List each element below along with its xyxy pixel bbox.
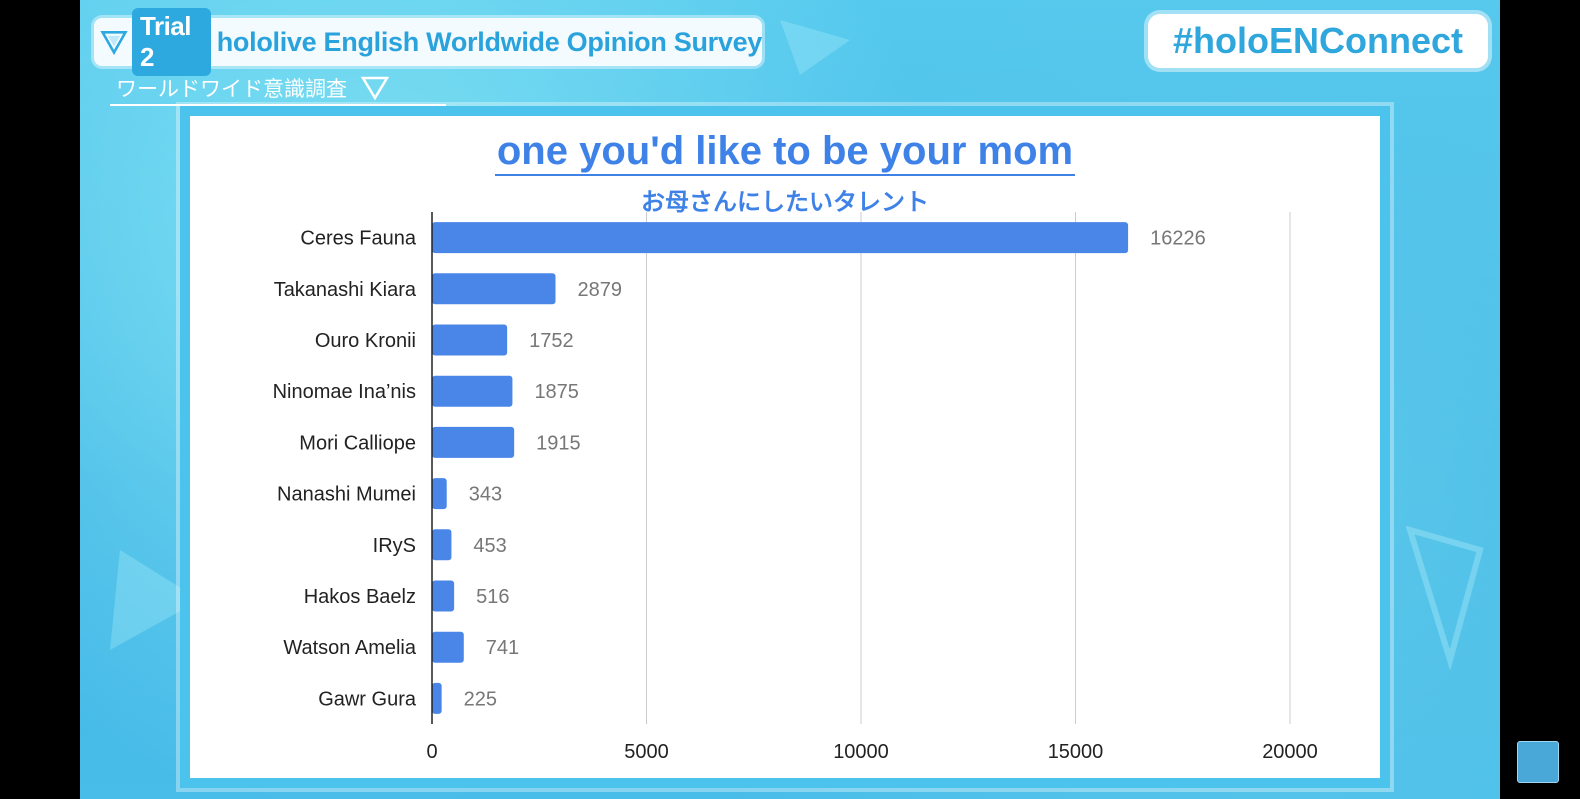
hashtag-badge: #holoENConnect <box>1148 14 1488 68</box>
data-label: 741 <box>486 637 519 659</box>
x-tick-label: 0 <box>426 741 437 763</box>
data-label: 2879 <box>578 279 623 301</box>
survey-subtitle-bar: ワールドワイド意識調査 <box>110 72 446 106</box>
chart-subtitle: お母さんにしたいタレント <box>641 189 929 216</box>
category-label: Gawr Gura <box>318 688 417 710</box>
bar <box>432 580 455 612</box>
decorative-triangle-left <box>110 550 200 650</box>
survey-title: hololive English Worldwide Opinion Surve… <box>216 26 763 57</box>
chart-title: one you'd like to be your mom <box>494 130 1076 176</box>
bar <box>432 273 556 305</box>
slide-background: Trial 2 hololive English Worldwide Opini… <box>80 0 1500 799</box>
bar <box>432 478 447 510</box>
decorative-triangle-right <box>1405 525 1484 670</box>
decorative-triangle-top <box>780 20 850 75</box>
channel-watermark-icon <box>1517 741 1559 783</box>
data-label: 1875 <box>534 381 579 403</box>
category-label: Nanashi Mumei <box>277 484 416 506</box>
x-tick-label: 20000 <box>1262 741 1318 763</box>
bar <box>432 426 515 458</box>
chart-card: one you'd like to be your mom お母さんにしたいタレ… <box>190 116 1380 778</box>
category-label: Ouro Kronii <box>315 330 416 352</box>
category-label: Takanashi Kiara <box>274 279 417 301</box>
data-label: 343 <box>469 484 502 506</box>
triangle-outline-icon <box>361 76 389 101</box>
data-label: 1752 <box>529 330 574 352</box>
category-label: Mori Calliope <box>299 432 416 454</box>
data-label: 225 <box>464 688 497 710</box>
triangle-logo-icon <box>100 31 128 56</box>
x-tick-label: 10000 <box>833 741 889 763</box>
bar-chart: 0 5000 10000 15000 20000 Ceres Fauna 16226 Taka… <box>273 212 1318 763</box>
data-label: 16226 <box>1150 228 1206 250</box>
category-label: Hakos Baelz <box>304 586 416 608</box>
data-label: 1915 <box>536 432 581 454</box>
category-label: Watson Amelia <box>283 637 417 659</box>
category-label: Ninomae Ina’nis <box>273 381 416 403</box>
data-label: 516 <box>476 586 509 608</box>
category-label: IRyS <box>373 535 416 557</box>
bar <box>432 222 1129 254</box>
bar <box>432 375 513 407</box>
survey-header: Trial 2 hololive English Worldwide Opini… <box>94 8 763 76</box>
bar <box>432 529 452 561</box>
survey-subtitle: ワールドワイド意識調査 <box>116 78 347 101</box>
category-label: Ceres Fauna <box>300 228 416 250</box>
x-tick-label: 5000 <box>624 741 669 763</box>
bar <box>432 324 508 356</box>
trial-badge: Trial 2 <box>132 8 211 76</box>
x-tick-label: 15000 <box>1048 741 1104 763</box>
data-label: 453 <box>473 535 506 557</box>
bar <box>432 631 464 663</box>
bar <box>432 682 442 714</box>
